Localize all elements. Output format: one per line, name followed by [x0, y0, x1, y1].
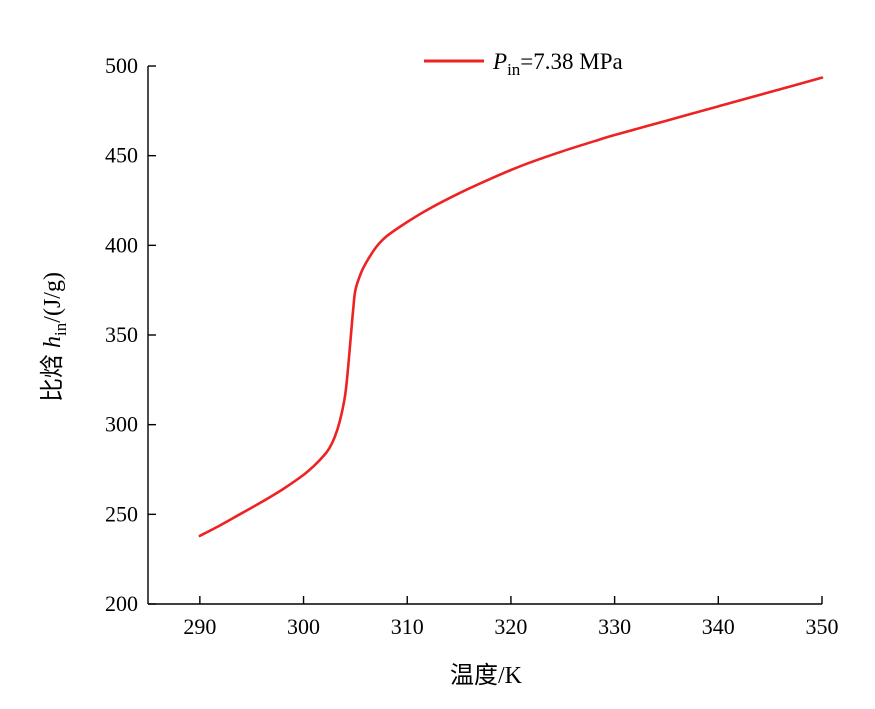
x-tick-label: 320: [494, 614, 527, 639]
x-tick-label: 310: [391, 614, 424, 639]
x-tick-label: 300: [287, 614, 320, 639]
y-axis-title-subscript: in: [51, 322, 70, 336]
y-tick-label: 250: [105, 501, 138, 526]
series-layer: [198, 76, 824, 538]
x-tick-label: 350: [806, 614, 839, 639]
x-tick-label: 340: [702, 614, 735, 639]
y-tick-label: 450: [105, 143, 138, 168]
legend-subscript: in: [507, 60, 521, 79]
y-tick-label: 300: [105, 412, 138, 437]
x-ticks: 290 300 310 320 330 340 350: [183, 596, 839, 639]
y-tick-label: 400: [105, 232, 138, 257]
y-axis-title-prefix: 比焓: [39, 348, 66, 402]
legend-value: =7.38 MPa: [520, 49, 622, 74]
y-axis-title-symbol: h: [40, 336, 66, 348]
y-tick-label: 350: [105, 322, 138, 347]
y-tick-label: 200: [105, 591, 138, 616]
legend-symbol: P: [492, 49, 507, 74]
axes: [147, 66, 822, 605]
legend: Pin=7.38 MPa: [424, 49, 623, 79]
legend-label: Pin=7.38 MPa: [492, 49, 623, 79]
y-axis-title: 比焓 hin/(J/g): [39, 272, 70, 402]
y-ticks: 200 250 300 350 400 450 500: [105, 53, 156, 616]
y-tick-label: 500: [105, 53, 138, 78]
x-tick-label: 290: [183, 614, 216, 639]
x-tick-label: 330: [598, 614, 631, 639]
y-axis-title-unit: /(J/g): [40, 272, 66, 323]
series-line: [198, 76, 824, 538]
x-axis-title: 温度/K: [450, 662, 523, 689]
